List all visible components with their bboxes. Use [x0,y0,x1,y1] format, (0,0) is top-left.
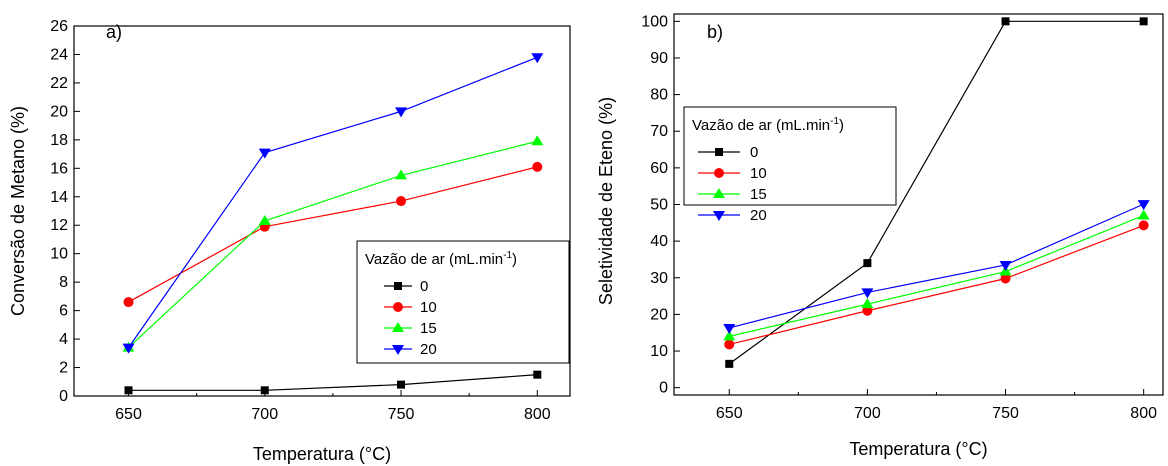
series-10-line [128,166,538,303]
series-20-point [861,288,874,299]
series-15-line [729,214,1144,337]
y-tick-label: 0 [59,388,68,405]
y-tick-label: 20 [50,103,68,120]
series-0-line [728,20,1144,365]
y-tick-label: 40 [650,233,668,250]
series-0-point [533,370,542,379]
legend-marker-15 [392,322,404,332]
x-tick-label: 750 [992,405,1019,422]
legend-label-20: 20 [420,341,437,358]
y-tick-label: 10 [50,246,68,263]
series-20-line [729,203,1144,329]
x-tick-label: 650 [115,406,142,423]
series-15-point [723,330,736,341]
y-tick-label: 60 [650,160,668,177]
y-tick-label: 24 [50,46,68,63]
series-20-point [122,343,135,354]
y-tick-label: 20 [650,306,668,323]
y-tick-label: 8 [59,274,68,291]
y-tick-label: 16 [50,160,68,177]
legend-label-10: 10 [750,165,767,182]
series-20-point [1137,200,1150,211]
y-tick-label: 10 [650,343,668,360]
series-20-line [128,56,538,348]
legend-label-15: 15 [420,320,437,337]
series-15-point [258,214,271,225]
series-0-point [725,359,734,368]
legend-box [356,240,570,364]
y-tick-label: 26 [50,18,68,35]
series-20-point [723,323,736,334]
x-tick-label: 750 [388,406,415,423]
x-axis-title: Temperatura (°C) [849,439,987,459]
series-10-point [123,297,134,308]
x-tick-label: 700 [854,405,881,422]
y-tick-label: 80 [650,87,668,104]
series-0-point [124,386,133,395]
series-0-point [1139,17,1148,26]
series-15-point [861,298,874,309]
legend-marker-0 [394,282,402,290]
y-axis-title: Seletividade de Eteno (%) [596,97,616,305]
series-15-point [1137,209,1150,220]
legend-label-0: 0 [420,278,428,295]
y-tick-label: 18 [50,132,68,149]
y-tick-label: 100 [641,13,668,30]
legend-label-10: 10 [420,299,437,316]
series-0-line [128,374,538,391]
series-10-point [862,305,873,316]
y-tick-label: 0 [659,380,668,397]
y-tick-label: 14 [50,189,68,206]
plot-frame [73,25,571,397]
series-20-point [531,53,544,64]
series-20-point [258,148,271,159]
series-15-line [128,140,538,349]
series-20-point [395,107,408,118]
series-0-point [863,259,872,268]
series-20-point [999,260,1012,271]
panel-label: a) [106,22,122,42]
series-15-point [531,135,544,146]
x-tick-label: 800 [1130,405,1157,422]
legend-marker-10 [714,168,724,178]
legend-marker-0 [715,148,723,156]
series-15-point [395,169,408,180]
series-10-point [1000,273,1011,284]
legend-label-0: 0 [750,144,758,161]
y-tick-label: 4 [59,331,68,348]
series-0-point [397,380,406,389]
series-10-line [729,224,1144,346]
y-tick-label: 90 [650,50,668,67]
x-tick-label: 700 [251,406,278,423]
legend-marker-15 [713,188,725,198]
y-tick-label: 2 [59,360,68,377]
y-tick-label: 6 [59,303,68,320]
legend-marker-10 [393,302,403,312]
series-10-point [532,161,543,172]
y-tick-label: 70 [650,123,668,140]
legend-marker-20 [713,211,725,221]
legend-title: Vazão de ar (mL.min-1) [365,250,517,268]
y-tick-label: 12 [50,217,68,234]
y-tick-label: 22 [50,75,68,92]
series-0-point [260,386,269,395]
legend-marker-20 [392,345,404,355]
series-10-point [396,196,407,207]
y-axis-title: Conversão de Metano (%) [8,106,28,316]
series-0-point [1001,17,1010,26]
legend-label-20: 20 [750,207,767,224]
series-10-point [1138,220,1149,231]
x-axis-title: Temperatura (°C) [253,444,391,464]
x-tick-label: 800 [524,406,551,423]
series-10-point [724,339,735,350]
x-tick-label: 650 [716,405,743,422]
legend-title: Vazão de ar (mL.min-1) [692,116,844,134]
panel-label: b) [707,22,723,42]
y-tick-label: 30 [650,270,668,287]
y-tick-label: 50 [650,197,668,214]
legend-label-15: 15 [750,186,767,203]
